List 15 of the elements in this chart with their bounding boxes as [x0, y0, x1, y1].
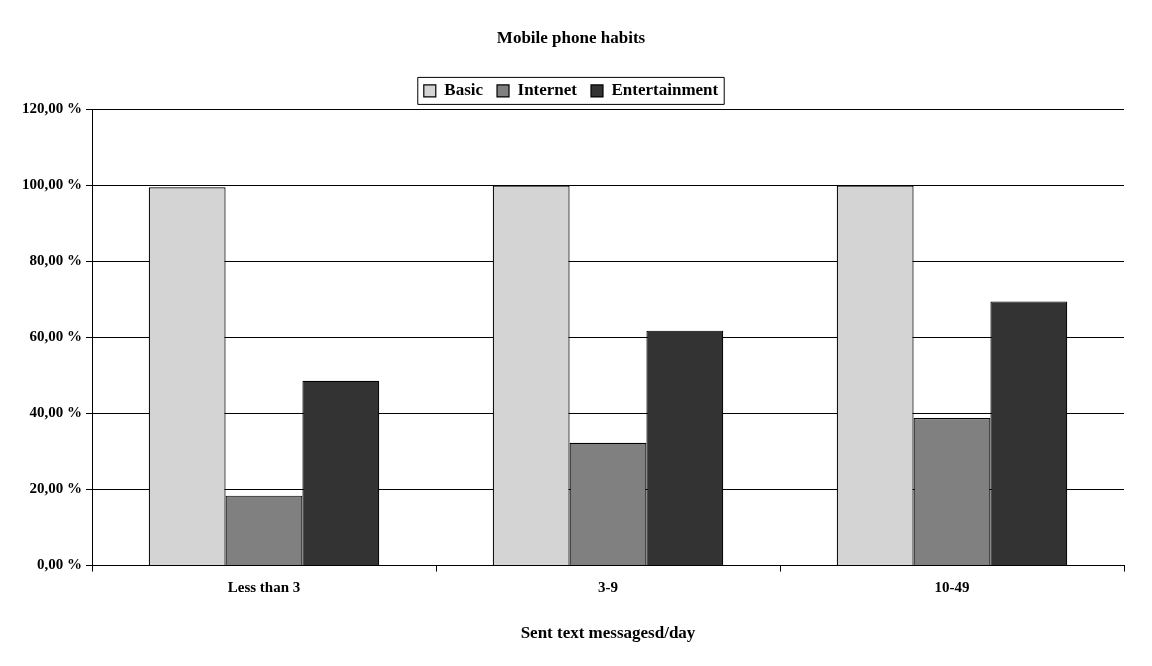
y-tick-label: 20,00 %: [29, 480, 82, 497]
legend-label: Entertainment: [611, 80, 719, 100]
chart-title: Mobile phone habits: [496, 27, 646, 47]
x-tick-label: 10-49: [934, 579, 970, 596]
y-tick-label: 80,00 %: [29, 252, 82, 269]
y-tick-label: 0,00 %: [37, 556, 82, 573]
x-axis-title: Sent text messagesd/day: [520, 623, 696, 643]
x-tick-label: 3-9: [598, 579, 618, 596]
y-tick-label: 120,00 %: [22, 100, 82, 117]
legend-label: Internet: [517, 80, 578, 100]
y-tick-label: 100,00 %: [22, 176, 82, 193]
y-tick-label: 40,00 %: [29, 404, 82, 421]
y-tick-label: 60,00 %: [29, 328, 82, 345]
x-tick-label: Less than 3: [227, 579, 301, 596]
legend-label: Basic: [444, 80, 484, 100]
